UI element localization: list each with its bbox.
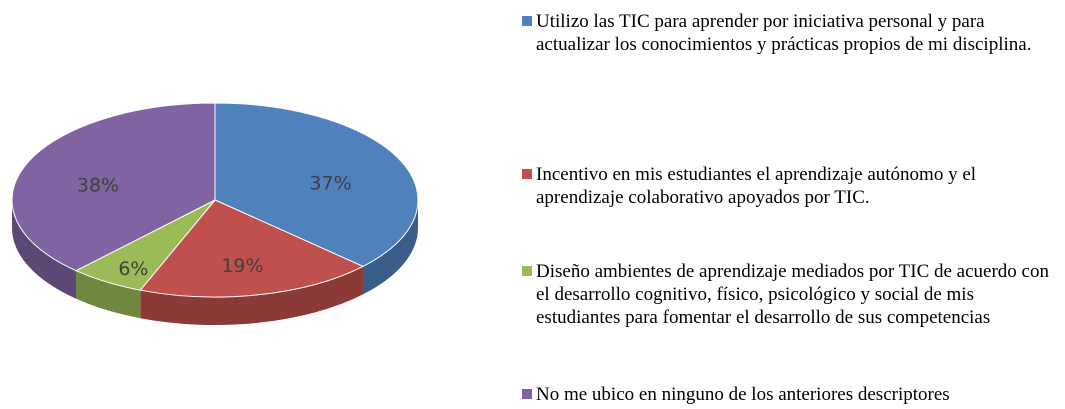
legend-swatch <box>522 16 532 26</box>
legend-swatch <box>522 266 532 276</box>
legend-item: Utilizo las TIC para aprender por inicia… <box>522 10 1058 56</box>
legend-item: Diseño ambientes de aprendizaje mediados… <box>522 260 1058 329</box>
legend-swatch <box>522 389 532 399</box>
data-label: 37% <box>309 173 351 195</box>
legend-swatch <box>522 169 532 179</box>
data-label: 19% <box>221 255 263 277</box>
legend-item: No me ubico en ninguno de los anteriores… <box>522 383 1058 406</box>
pie-side <box>76 270 141 319</box>
pie-slice <box>139 199 365 298</box>
legend-label: Incentivo en mis estudiantes el aprendiz… <box>536 164 977 208</box>
data-label: 6% <box>118 258 148 280</box>
legend-label: Utilizo las TIC para aprender por inicia… <box>536 11 1032 55</box>
legend-item: Incentivo en mis estudiantes el aprendiz… <box>522 163 1058 209</box>
pie-side <box>11 200 77 299</box>
legend-label: Diseño ambientes de aprendizaje mediados… <box>536 261 1049 328</box>
pie-slice <box>11 102 216 272</box>
legend-label: No me ubico en ninguno de los anteriores… <box>536 384 950 405</box>
pie-side <box>362 200 418 295</box>
data-label: 38% <box>77 174 119 196</box>
chart: 37% 19% 6% 38% <box>11 102 419 325</box>
pie-slice <box>214 102 419 267</box>
